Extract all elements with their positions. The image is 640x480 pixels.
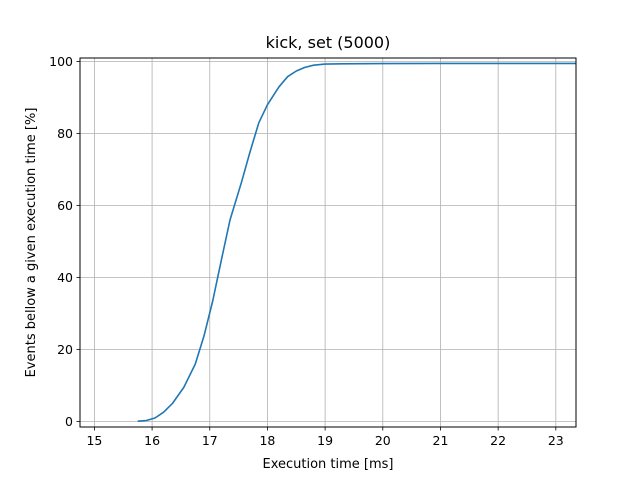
x-tick-label: 18 (259, 433, 275, 448)
y-tick-label: 60 (57, 198, 73, 213)
grid-lines (80, 58, 576, 427)
y-axis-ticks: 0 20 40 60 80 100 (49, 54, 80, 429)
x-tick-label: 23 (548, 433, 564, 448)
x-axis-ticks: 15 16 17 18 19 20 21 22 23 (86, 427, 564, 448)
x-tick-label: 22 (490, 433, 506, 448)
x-tick-label: 17 (202, 433, 218, 448)
y-tick-label: 0 (65, 414, 73, 429)
x-axis-label: Execution time [ms] (262, 457, 393, 472)
series-layer (137, 62, 576, 422)
y-tick-label: 20 (57, 342, 73, 357)
series-line (137, 62, 576, 422)
y-axis-label: Events bellow a given execution time [%] (24, 108, 39, 378)
y-tick-label: 100 (49, 54, 73, 69)
x-tick-label: 16 (144, 433, 160, 448)
x-tick-label: 20 (375, 433, 391, 448)
x-tick-label: 21 (433, 433, 449, 448)
chart-title: kick, set (5000) (266, 33, 391, 52)
x-tick-label: 15 (86, 433, 102, 448)
x-tick-label: 19 (317, 433, 333, 448)
plot-area-frame (79, 57, 577, 428)
y-tick-label: 40 (57, 270, 73, 285)
y-tick-label: 80 (57, 126, 73, 141)
